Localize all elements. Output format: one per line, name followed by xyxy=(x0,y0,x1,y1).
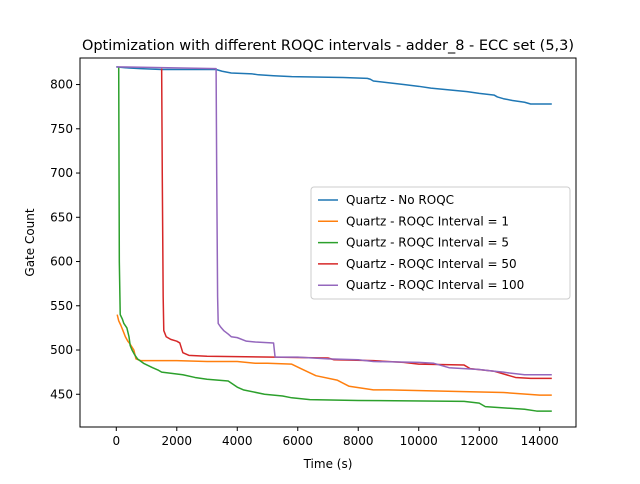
series-line-4 xyxy=(160,68,552,380)
y-tick-label: 500 xyxy=(50,343,73,357)
y-tick-label: 750 xyxy=(50,122,73,136)
series-line-5 xyxy=(116,66,552,376)
y-tick-label: 800 xyxy=(50,78,73,92)
x-tick-label: 6000 xyxy=(282,434,313,448)
y-axis-label: Gate Count xyxy=(23,208,37,276)
x-tick-label: 12000 xyxy=(460,434,498,448)
series-line-2 xyxy=(116,314,552,396)
legend-label-2: Quartz - ROQC Interval = 1 xyxy=(346,214,509,228)
x-tick-label: 2000 xyxy=(162,434,193,448)
x-tick-label: 8000 xyxy=(343,434,374,448)
x-tick-label: 0 xyxy=(112,434,120,448)
series-line-1 xyxy=(116,66,552,105)
x-tick-label: 10000 xyxy=(400,434,438,448)
legend: Quartz - No ROQC Quartz - ROQC Interval =… xyxy=(310,186,571,300)
legend-label-1: Quartz - No ROQC xyxy=(346,193,454,207)
plot-frame xyxy=(79,57,577,428)
legend-label-4: Quartz - ROQC Interval = 50 xyxy=(346,257,517,271)
axis-layer: 0 2000 4000 6000 8000 10000 12000 14000 450 500 55… xyxy=(50,78,559,448)
y-tick-label: 550 xyxy=(50,299,73,313)
y-tick-label: 650 xyxy=(50,210,73,224)
legend-label-5: Quartz - ROQC Interval = 100 xyxy=(346,278,524,292)
y-tick-label: 700 xyxy=(50,166,73,180)
chart-title: Optimization with different ROQC interva… xyxy=(82,38,574,54)
series-layer xyxy=(116,66,552,412)
x-tick-label: 4000 xyxy=(222,434,253,448)
y-tick-label: 450 xyxy=(50,387,73,401)
legend-box xyxy=(310,186,571,300)
legend-label-3: Quartz - ROQC Interval = 5 xyxy=(346,236,509,250)
y-tick-label: 600 xyxy=(50,255,73,269)
x-axis-label: Time (s) xyxy=(303,457,353,471)
x-tick-label: 14000 xyxy=(521,434,559,448)
series-line-3 xyxy=(117,66,552,412)
